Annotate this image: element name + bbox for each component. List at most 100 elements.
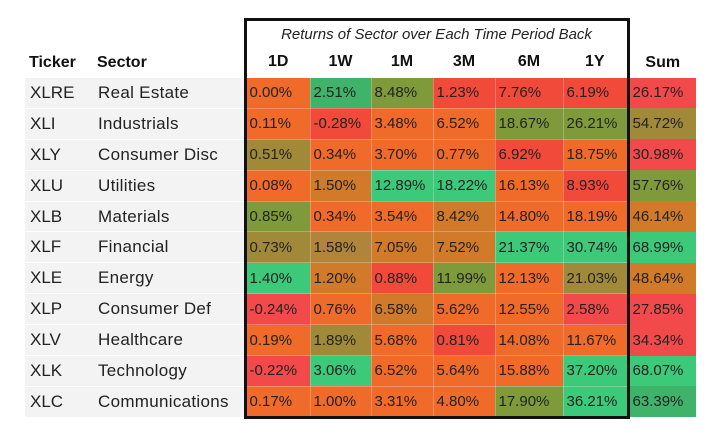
return-cell-3m: 0.81%: [432, 324, 496, 357]
return-cell-3m: 4.80%: [432, 385, 496, 419]
sector-cell: Communications: [93, 386, 245, 418]
sector-cell: Utilities: [93, 170, 245, 202]
return-cell-1d: 0.17%: [243, 385, 311, 419]
return-cell-1y: 36.21%: [562, 385, 630, 419]
sector-cell: Energy: [93, 262, 245, 295]
ticker-cell: XLK: [25, 355, 93, 387]
return-cell-1w: 0.34%: [309, 138, 372, 171]
sum-cell: 57.76%: [628, 170, 696, 202]
sum-cell: 34.34%: [628, 324, 696, 356]
header-period-1m: 1M: [371, 47, 433, 78]
sector-cell: Consumer Disc: [93, 139, 245, 171]
table-row: XLP Consumer Def -0.24% 0.76% 6.58% 5.62% 12.5…: [25, 293, 696, 326]
sector-cell: Consumer Def: [93, 293, 245, 326]
sector-cell: Financial: [93, 231, 245, 264]
sector-returns-table: Returns of Sector over Each Time Period …: [25, 18, 696, 419]
table-row: XLF Financial 0.73% 1.58% 7.05% 7.52% 21.37% 30…: [25, 231, 696, 264]
return-cell-1m: 3.70%: [370, 138, 434, 171]
return-cell-1m: 0.88%: [370, 262, 434, 295]
title-spacer-right: [628, 19, 696, 48]
ticker-cell: XLF: [25, 231, 93, 264]
table-body: XLRE Real Estate 0.00% 2.51% 8.48% 1.23% 7.76%…: [25, 77, 696, 419]
return-cell-3m: 7.52%: [432, 231, 496, 264]
header-period-3m: 3M: [433, 47, 495, 78]
return-cell-1d: 0.73%: [243, 231, 311, 264]
return-cell-1w: 3.06%: [309, 355, 372, 387]
return-cell-1d: 0.08%: [243, 169, 311, 202]
return-cell-1d: 0.11%: [243, 107, 311, 140]
sum-cell: 68.99%: [628, 231, 696, 263]
return-cell-1d: 0.51%: [243, 138, 311, 171]
sum-cell: 68.07%: [628, 355, 696, 387]
return-cell-1m: 3.48%: [370, 107, 434, 140]
return-cell-1d: 0.00%: [243, 77, 311, 109]
ticker-cell: XLU: [25, 170, 93, 202]
header-sum: Sum: [628, 47, 696, 78]
return-cell-1m: 8.48%: [370, 77, 434, 109]
return-cell-1m: 12.89%: [370, 169, 434, 202]
header-ticker: Ticker: [25, 47, 93, 78]
return-cell-3m: 18.22%: [432, 169, 496, 202]
table-row: XLU Utilities 0.08% 1.50% 12.89% 18.22% 16.13%…: [25, 169, 696, 202]
return-cell-6m: 7.76%: [494, 77, 564, 109]
sum-cell: 27.85%: [628, 293, 696, 325]
return-cell-1d: -0.22%: [243, 355, 311, 387]
sum-cell: 54.72%: [628, 108, 696, 140]
return-cell-1w: 1.00%: [309, 385, 372, 419]
return-cell-1m: 3.31%: [370, 385, 434, 419]
ticker-cell: XLI: [25, 108, 93, 140]
ticker-cell: XLE: [25, 262, 93, 295]
sector-cell: Real Estate: [93, 77, 245, 109]
return-cell-6m: 18.67%: [494, 107, 564, 140]
return-cell-6m: 14.80%: [494, 200, 564, 233]
sector-returns-table-container: Returns of Sector over Each Time Period …: [25, 18, 696, 419]
header-row: Ticker Sector 1D 1W 1M 3M 6M 1Y Sum: [25, 47, 696, 78]
return-cell-1w: 0.34%: [309, 200, 372, 233]
return-cell-6m: 17.90%: [494, 385, 564, 419]
return-cell-1w: 1.50%: [309, 169, 372, 202]
table-row: XLRE Real Estate 0.00% 2.51% 8.48% 1.23% 7.76%…: [25, 77, 696, 109]
return-cell-1y: 18.19%: [562, 200, 630, 233]
return-cell-3m: 8.42%: [432, 200, 496, 233]
sum-cell: 30.98%: [628, 139, 696, 171]
header-sector: Sector: [93, 47, 245, 78]
return-cell-1m: 3.54%: [370, 200, 434, 233]
table-row: XLV Healthcare 0.19% 1.89% 5.68% 0.81% 14.08% 1…: [25, 324, 696, 357]
title-row: Returns of Sector over Each Time Period …: [25, 18, 696, 48]
return-cell-1y: 18.75%: [562, 138, 630, 171]
return-cell-6m: 12.55%: [494, 293, 564, 326]
return-cell-6m: 12.13%: [494, 262, 564, 295]
return-cell-3m: 5.64%: [432, 355, 496, 387]
table-row: XLC Communications 0.17% 1.00% 3.31% 4.80% 17.…: [25, 385, 696, 419]
return-cell-1d: 1.40%: [243, 262, 311, 295]
return-cell-1y: 30.74%: [562, 231, 630, 264]
ticker-cell: XLP: [25, 293, 93, 326]
ticker-cell: XLV: [25, 324, 93, 357]
return-cell-6m: 6.92%: [494, 138, 564, 171]
sector-cell: Healthcare: [93, 324, 245, 357]
return-cell-3m: 5.62%: [432, 293, 496, 326]
return-cell-3m: 6.52%: [432, 107, 496, 140]
ticker-cell: XLB: [25, 201, 93, 233]
return-cell-1y: 6.19%: [562, 77, 630, 109]
ticker-cell: XLY: [25, 139, 93, 171]
sector-cell: Technology: [93, 355, 245, 387]
return-cell-1m: 7.05%: [370, 231, 434, 264]
sum-cell: 48.64%: [628, 262, 696, 294]
return-cell-1w: 1.20%: [309, 262, 372, 295]
return-cell-1m: 5.68%: [370, 324, 434, 357]
return-cell-1y: 11.67%: [562, 324, 630, 357]
sum-cell: 46.14%: [628, 201, 696, 232]
header-period-6m: 6M: [495, 47, 563, 78]
return-cell-1y: 37.20%: [562, 355, 630, 387]
sector-cell: Materials: [93, 201, 245, 233]
title-spacer: [25, 19, 245, 48]
ticker-cell: XLC: [25, 386, 93, 418]
return-cell-1w: 1.89%: [309, 324, 372, 357]
return-cell-1d: 0.19%: [243, 324, 311, 357]
return-cell-1d: 0.85%: [243, 200, 311, 233]
ticker-cell: XLRE: [25, 77, 93, 109]
header-period-1y: 1Y: [563, 47, 630, 78]
return-cell-1m: 6.58%: [370, 293, 434, 326]
table-row: XLY Consumer Disc 0.51% 0.34% 3.70% 0.77% 6.92…: [25, 138, 696, 171]
